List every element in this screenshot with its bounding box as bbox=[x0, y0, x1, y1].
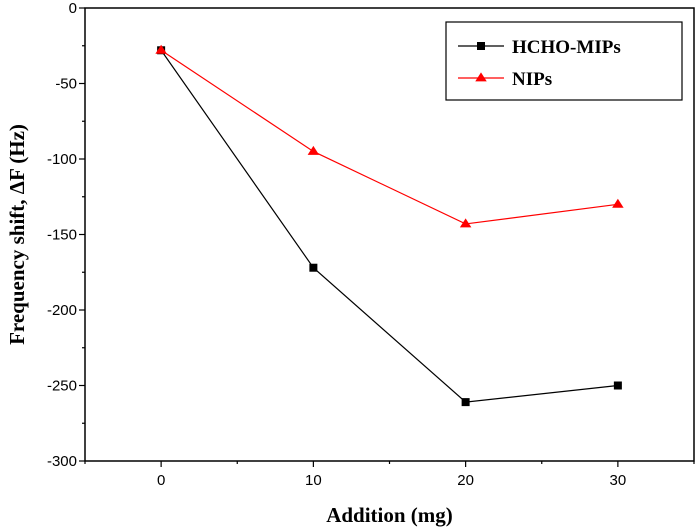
y-tick-label: -250 bbox=[47, 378, 77, 395]
series-nips bbox=[155, 44, 624, 228]
x-tick-label: 10 bbox=[305, 472, 322, 489]
series-layer bbox=[155, 44, 624, 407]
series-line bbox=[160, 49, 618, 225]
y-tick-label: -100 bbox=[47, 151, 77, 168]
legend-box bbox=[445, 21, 683, 101]
x-axis-title: Addition (mg) bbox=[326, 503, 453, 527]
data-point bbox=[307, 145, 320, 155]
x-tick-label: 30 bbox=[610, 472, 627, 489]
y-axis-title: Frequency shift, ΔF (Hz) bbox=[5, 124, 29, 345]
y-tick-label: -150 bbox=[47, 227, 77, 244]
data-point bbox=[459, 218, 472, 228]
legend-marker bbox=[477, 42, 485, 50]
y-tick-label: -300 bbox=[47, 453, 77, 470]
y-tick-label: 0 bbox=[69, 0, 77, 17]
legend-label: NIPs bbox=[512, 69, 552, 90]
x-tick-label: 0 bbox=[157, 472, 165, 489]
y-tick-label: -200 bbox=[47, 302, 77, 319]
series-line bbox=[160, 49, 618, 403]
data-point bbox=[612, 198, 624, 208]
legend: HCHO-MIPs NIPs bbox=[445, 21, 683, 101]
y-tick-label: -50 bbox=[55, 76, 77, 93]
legend-marker bbox=[475, 72, 487, 82]
data-point bbox=[155, 44, 167, 54]
data-point bbox=[461, 398, 470, 407]
x-tick-label: 20 bbox=[457, 472, 474, 489]
data-point bbox=[309, 263, 318, 272]
legend-label: HCHO-MIPs bbox=[512, 37, 621, 58]
axes: 0 10 20 30 0 -50 -100 -150 -200 -250 -300 bbox=[47, 0, 695, 489]
data-point bbox=[613, 381, 622, 390]
